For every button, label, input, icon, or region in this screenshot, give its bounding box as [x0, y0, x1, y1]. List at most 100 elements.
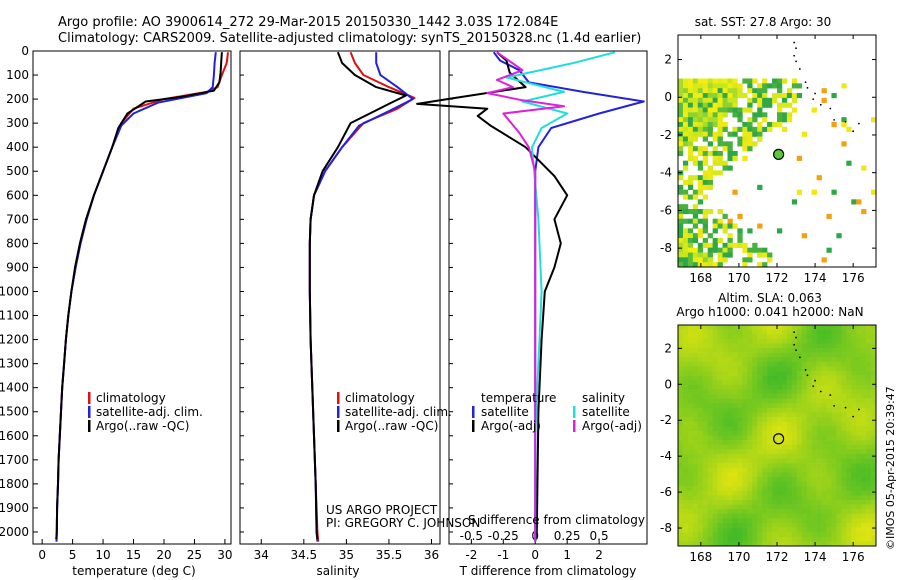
map-cell: [712, 131, 718, 137]
argo-float-marker: [772, 433, 785, 445]
map-cell: [801, 338, 807, 344]
map-cell: [851, 380, 857, 386]
map-cell: [762, 338, 768, 344]
map-cell: [707, 435, 713, 441]
map-cell: [717, 407, 723, 413]
map-cell: [866, 352, 872, 358]
map-cell: [767, 440, 773, 445]
map-cell: [682, 509, 689, 515]
map-cell: [826, 389, 832, 395]
map-cell: [846, 371, 852, 376]
map-cell: [722, 513, 728, 519]
map-cell: [786, 426, 793, 432]
map-cell: [791, 375, 798, 381]
map-cell: [781, 541, 788, 547]
map-cell: [841, 490, 847, 496]
lat-tick-label: -2: [660, 413, 672, 427]
map-cell: [692, 88, 699, 94]
map-cell: [871, 490, 877, 496]
map-cell: [831, 495, 837, 501]
map-cell: [682, 242, 689, 248]
map-cell: [707, 83, 713, 89]
map-cell: [871, 348, 877, 353]
map-cell: [717, 361, 723, 367]
map-cell: [742, 430, 748, 436]
map-cell: [781, 97, 788, 103]
map-cell: [752, 541, 758, 547]
map-cell: [841, 398, 847, 404]
map-cell: [712, 93, 718, 99]
map-cell: [791, 348, 798, 353]
map-cell: [747, 541, 753, 547]
series-line: [416, 51, 569, 542]
map-cell: [707, 371, 713, 376]
map-cell: [841, 389, 847, 395]
map-cell: [762, 481, 768, 487]
map-cell: [811, 499, 817, 505]
map-cell: [752, 412, 758, 418]
map-cell: [796, 361, 803, 367]
map-cell: [781, 472, 788, 478]
map-cell: [722, 334, 728, 340]
map-cell: [762, 472, 768, 478]
map-cell: [801, 426, 807, 432]
map-cell: [861, 453, 867, 459]
map-cell: [678, 242, 684, 248]
map-cell: [856, 444, 862, 450]
map-cell: [801, 444, 807, 450]
map-cell: [687, 151, 694, 157]
map-cell: [757, 371, 763, 376]
map-cell: [742, 435, 748, 441]
map-cell: [831, 407, 837, 413]
map-cell: [861, 444, 867, 450]
map-cell: [697, 126, 704, 132]
map-cell: [757, 518, 763, 524]
map-cell: [811, 426, 817, 432]
map-cell: [707, 117, 713, 123]
map-cell: [806, 325, 812, 330]
map-cell: [841, 407, 847, 413]
map-cell: [732, 325, 738, 330]
map-cell: [796, 435, 803, 441]
map-cell: [871, 527, 877, 533]
map-cell: [712, 262, 718, 268]
legend-label-argo: Argo(..raw -QC): [96, 419, 189, 433]
map-cell: [692, 247, 699, 253]
map-cell: [772, 527, 778, 533]
map-cell: [757, 357, 763, 363]
map-cell: [717, 83, 723, 89]
map-cell: [777, 527, 783, 533]
map-cell: [692, 252, 699, 258]
map-cell: [692, 403, 699, 409]
map-cell: [762, 449, 768, 455]
map-cell: [791, 394, 798, 399]
map-cell: [757, 417, 763, 422]
map-cell: [737, 476, 743, 482]
map-cell: [821, 467, 827, 473]
map-cell: [752, 352, 758, 358]
map-cell: [861, 348, 867, 353]
map-cell: [856, 440, 862, 445]
map-cell: [762, 247, 768, 253]
map-cell: [762, 541, 768, 547]
map-cell: [682, 430, 689, 436]
y-tick-label: 400: [6, 140, 29, 154]
lon-tick-label: 170: [727, 550, 750, 564]
sst-map-lon-ticks: 168 170 172 174 176: [689, 35, 865, 285]
map-cell: [821, 536, 827, 542]
map-cell: [682, 504, 689, 510]
s-difference-label: S difference from climatology: [468, 513, 645, 527]
island-dot: [857, 122, 860, 125]
map-cell: [786, 343, 793, 349]
map-cell: [712, 357, 718, 363]
map-cell: [811, 458, 817, 464]
map-cell: [826, 463, 832, 469]
map-cell: [791, 107, 798, 113]
map-cell: [841, 141, 847, 147]
map-cell: [722, 444, 728, 450]
map-cell: [866, 463, 872, 469]
map-cell: [757, 247, 763, 253]
map-cell: [821, 257, 827, 263]
map-cell: [826, 476, 832, 482]
map-cell: [826, 532, 832, 538]
